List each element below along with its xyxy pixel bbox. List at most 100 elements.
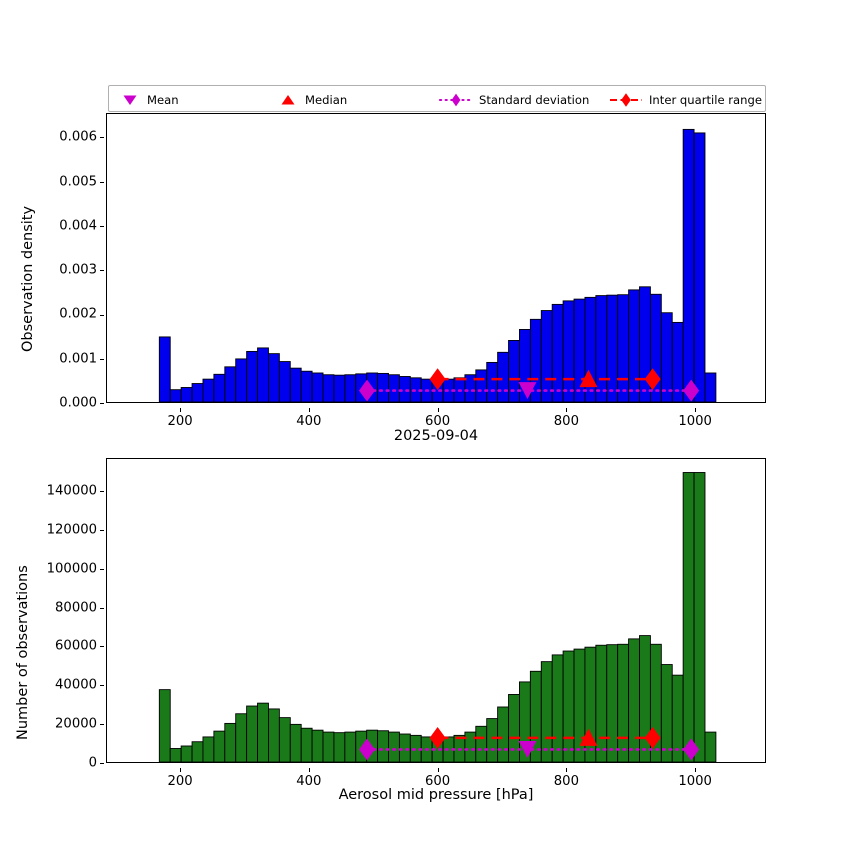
- iqr-high-marker: [644, 726, 661, 749]
- histogram-bar: [224, 722, 237, 763]
- histogram-bar: [333, 374, 346, 403]
- histogram-bar: [628, 289, 640, 403]
- y-tick-mark: [100, 181, 104, 183]
- histogram-bar: [213, 373, 226, 403]
- mean-marker: [518, 382, 537, 400]
- legend-label-inter-quartile-range: Inter quartile range: [649, 92, 762, 107]
- y-tick-mark: [100, 685, 104, 687]
- histogram-bar: [180, 745, 193, 763]
- histogram-bar: [617, 294, 630, 403]
- y-tick-mark: [100, 763, 104, 765]
- histogram-bar: [224, 366, 237, 403]
- histogram-bar: [257, 702, 269, 763]
- histogram-bar: [289, 723, 302, 763]
- legend-label-mean: Mean: [147, 92, 179, 107]
- x-tick-label: 1000: [678, 414, 712, 429]
- median-marker: [579, 728, 598, 746]
- histogram-bar: [606, 294, 619, 403]
- y-tick-label: 40000: [55, 677, 97, 693]
- x-axis-ticks-top: 200 400 600 800 1000: [106, 408, 766, 429]
- histogram-bar: [300, 727, 313, 763]
- x-tick-label: 600: [425, 414, 451, 429]
- y-tick-mark: [100, 137, 104, 139]
- legend-label-median: Median: [305, 92, 348, 107]
- x-tick-mark: [180, 408, 182, 412]
- y-tick-label: 0.001: [59, 351, 97, 367]
- y-tick-label: 140000: [46, 483, 97, 499]
- iqr-high-marker: [644, 368, 661, 391]
- x-axis-ticks-bottom: 200 400 600 800 1000: [106, 768, 766, 789]
- x-axis-label-top: 2025-09-04: [393, 428, 479, 444]
- histogram-bar: [682, 128, 695, 403]
- observation-count-plot: [106, 458, 766, 763]
- histogram-bar: [595, 644, 608, 763]
- y-tick-label: 100000: [46, 561, 97, 577]
- y-tick-label: 0.002: [59, 306, 97, 322]
- histogram-bar: [497, 351, 509, 403]
- histogram-bar: [704, 372, 717, 403]
- y-axis-ticks-bottom: 0 20000 40000 60000 80000 100000 120000 140000: [0, 458, 104, 771]
- histogram-bar: [377, 730, 389, 763]
- histogram-bar: [202, 378, 215, 403]
- histogram-bar: [300, 370, 313, 403]
- x-tick-label: 200: [167, 414, 193, 429]
- count-histogram-bars: [158, 472, 717, 763]
- legend-label-standard-deviation: Standard deviation: [479, 92, 590, 107]
- x-tick-label: 800: [553, 774, 579, 789]
- x-tick-mark: [437, 768, 439, 772]
- histogram-bar: [475, 725, 488, 763]
- observation-density-plot: [106, 113, 766, 403]
- histogram-bar: [660, 664, 673, 763]
- x-tick-label: 200: [167, 774, 193, 789]
- histogram-bar: [289, 367, 302, 403]
- legend-item-inter-quartile-range: Inter quartile range: [609, 86, 762, 113]
- histogram-bar: [333, 732, 346, 763]
- y-tick-mark: [100, 568, 104, 570]
- histogram-bar: [311, 372, 324, 403]
- histogram-bar: [682, 472, 695, 763]
- x-tick-mark: [566, 408, 568, 412]
- histogram-bar: [562, 300, 575, 403]
- histogram-bar: [388, 731, 400, 763]
- x-tick-mark: [180, 768, 182, 772]
- iqr-low-marker: [429, 726, 446, 749]
- histogram-bar: [388, 374, 400, 403]
- histogram-bar: [693, 472, 706, 763]
- y-tick-label: 0.003: [59, 262, 97, 278]
- histogram-bar: [464, 731, 477, 763]
- histogram-bar: [311, 729, 324, 763]
- x-tick-label: 800: [553, 414, 579, 429]
- y-tick-label: 0: [88, 755, 97, 771]
- histogram-bar: [278, 717, 291, 763]
- y-tick-mark: [100, 529, 104, 531]
- y-tick-mark: [100, 225, 104, 227]
- diamond-dashed-icon: [610, 92, 642, 107]
- mean-marker: [518, 741, 537, 758]
- histogram-bar: [191, 383, 204, 403]
- histogram-bar: [246, 705, 258, 763]
- legend: Mean Median Standard deviation Inter qua…: [108, 85, 766, 112]
- histogram-bar: [377, 372, 389, 403]
- y-tick-label: 60000: [55, 638, 97, 654]
- legend-item-mean: Mean: [119, 86, 179, 113]
- x-tick-label: 600: [425, 774, 451, 789]
- x-tick-mark: [308, 768, 310, 772]
- histogram-bar: [704, 731, 717, 763]
- x-tick-mark: [695, 408, 697, 412]
- diamond-dotted-icon: [439, 93, 473, 106]
- histogram-bar: [540, 661, 553, 763]
- x-tick-mark: [308, 408, 310, 412]
- histogram-bar: [628, 638, 640, 763]
- histogram-bar: [246, 350, 258, 403]
- histogram-bar: [322, 731, 335, 763]
- histogram-bar: [693, 132, 706, 403]
- histogram-bar: [486, 361, 499, 403]
- x-tick-label: 1000: [678, 774, 712, 789]
- histogram-bar: [180, 387, 193, 403]
- x-tick-label: 400: [296, 774, 322, 789]
- legend-item-standard-deviation: Standard deviation: [439, 86, 589, 113]
- median-marker: [579, 369, 598, 388]
- x-tick-mark: [437, 408, 439, 412]
- y-tick-label: 120000: [46, 522, 97, 538]
